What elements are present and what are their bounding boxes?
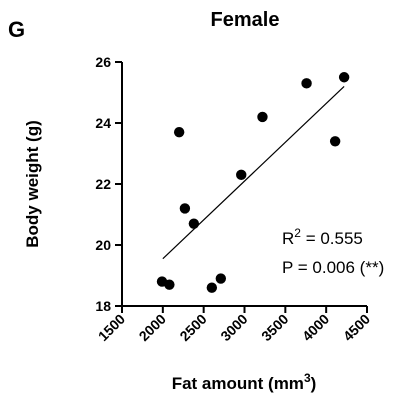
data-point	[179, 203, 191, 214]
r-squared-annotation: R2 = 0.555	[282, 226, 363, 248]
x-tick-label: 2000	[136, 311, 169, 344]
y-tick-label: 24	[95, 115, 111, 131]
x-tick-label: 3500	[258, 311, 291, 344]
x-tick-label: 4000	[299, 311, 332, 344]
data-point	[188, 218, 200, 229]
chart-title: Female	[211, 9, 280, 31]
x-tick-label: 4500	[340, 311, 373, 344]
y-ticks: 18 20 22 24 26	[95, 54, 122, 314]
x-tick-label: 3000	[217, 311, 250, 344]
y-tick-label: 18	[95, 298, 111, 314]
data-point	[257, 111, 268, 123]
p-value-annotation: P = 0.006 (**)	[282, 258, 384, 277]
data-point	[338, 72, 350, 83]
x-ticks: 1500 2000 2500 3000 3500 4000 4500	[95, 306, 373, 344]
regression-line	[162, 85, 345, 260]
data-point	[164, 279, 175, 290]
data-point	[215, 273, 227, 284]
data-point	[301, 78, 312, 89]
data-point	[236, 169, 247, 181]
y-tick-label: 20	[95, 237, 111, 253]
y-axis-label: Body weight (g)	[23, 120, 42, 247]
x-tick-label: 1500	[95, 311, 128, 344]
data-point	[206, 282, 218, 293]
y-tick-label: 22	[95, 176, 111, 192]
y-tick-label: 26	[95, 54, 111, 70]
data-point	[173, 126, 185, 138]
x-axis-label: Fat amount (mm3)	[172, 371, 317, 393]
data-points	[156, 72, 350, 293]
data-point	[329, 136, 341, 147]
panel-letter: G	[8, 17, 25, 42]
x-tick-label: 2500	[176, 311, 209, 344]
